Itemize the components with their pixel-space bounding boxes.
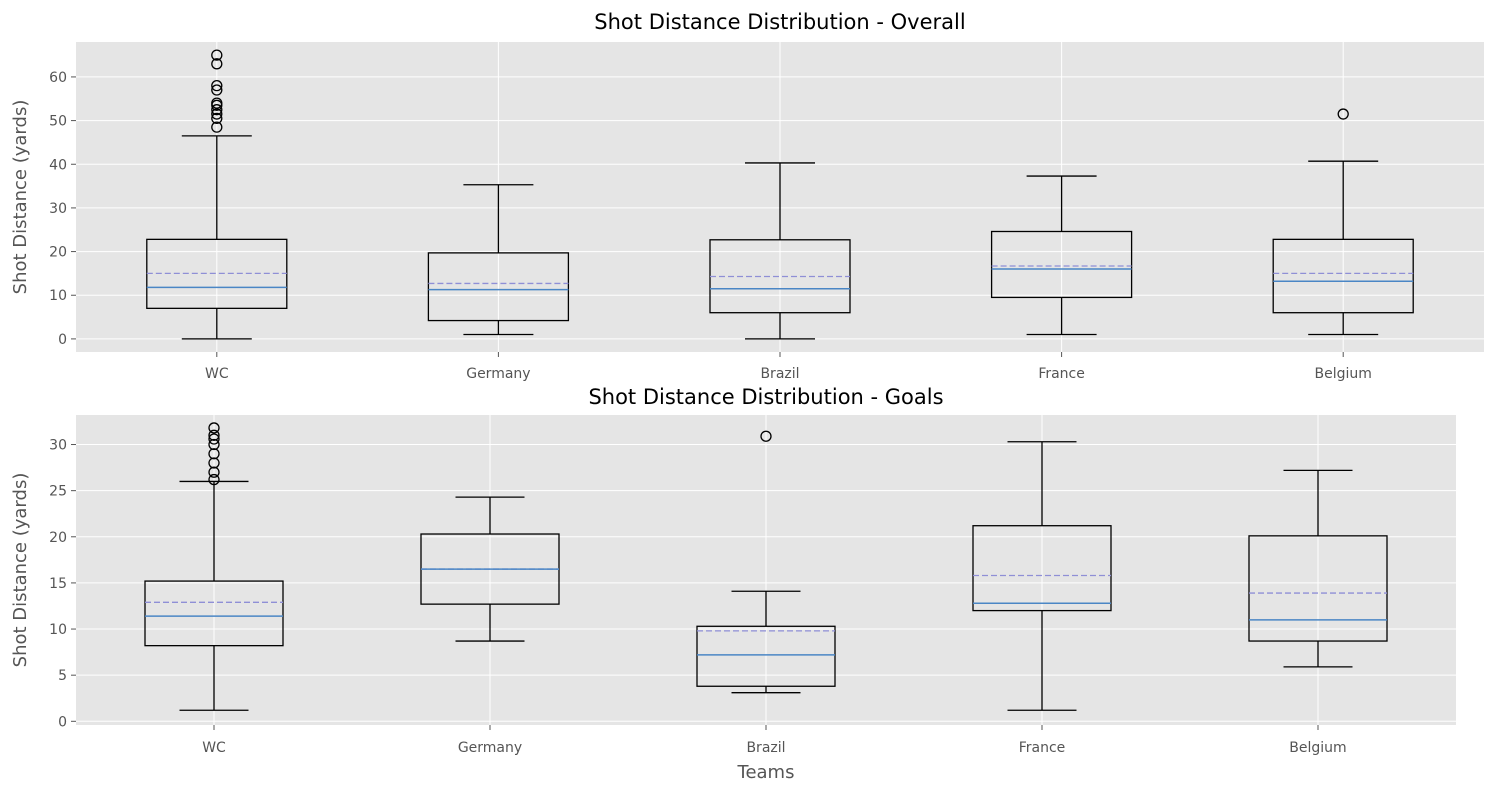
- box-germany: [420, 496, 560, 642]
- y-tick-label: 20: [49, 530, 67, 546]
- y-tick-label: 15: [49, 576, 67, 592]
- outlier-point: [211, 58, 223, 70]
- outlier-point: [208, 438, 220, 451]
- iqr-box: [1248, 535, 1388, 642]
- outlier-point: [208, 448, 220, 460]
- y-tick-label: 0: [58, 714, 67, 730]
- x-tick-label-wc: WC: [205, 366, 229, 382]
- y-tick-label: 5: [58, 668, 67, 684]
- x-tick-label-belgium: Belgium: [1314, 366, 1371, 382]
- x-tick-label-germany: Germany: [466, 366, 530, 382]
- outlier-point: [208, 433, 220, 445]
- outlier-point: [208, 473, 220, 486]
- x-tick-label-brazil: Brazil: [760, 366, 799, 382]
- outlier-point: [208, 457, 220, 469]
- y-tick-label: 40: [49, 157, 67, 173]
- outlier-point: [211, 49, 223, 61]
- iqr-box: [427, 252, 570, 322]
- iqr-box: [696, 625, 836, 687]
- box-wc: [144, 422, 284, 711]
- outlier-point: [211, 112, 223, 125]
- iqr-box: [1272, 238, 1414, 314]
- y-axis-label: Shot Distance (yards): [10, 473, 31, 668]
- chart-title: Shot Distance Distribution - Overall: [594, 10, 965, 34]
- box-france: [990, 175, 1133, 336]
- iqr-box: [972, 525, 1112, 612]
- iqr-box: [990, 230, 1133, 299]
- y-tick-label: 0: [58, 332, 67, 348]
- box-wc: [146, 49, 288, 340]
- overall-boxplot-panel: 0 10 20 30 40 50 60 WC Germany Brazil France Belgiu…: [10, 10, 1484, 382]
- outlier-point: [211, 108, 223, 120]
- x-tick-label-brazil: Brazil: [746, 740, 785, 756]
- box-brazil: [709, 162, 851, 340]
- y-tick-label: 30: [49, 201, 67, 217]
- outlier-point: [1337, 108, 1349, 120]
- outlier-point: [211, 121, 223, 133]
- box-belgium: [1272, 108, 1414, 336]
- box-france: [972, 441, 1112, 711]
- chart-title: Shot Distance Distribution - Goals: [588, 385, 943, 409]
- y-tick-label: 20: [49, 245, 67, 261]
- y-tick-label: 50: [49, 114, 67, 130]
- box-germany: [427, 184, 570, 336]
- x-tick-label-france: France: [1038, 366, 1085, 382]
- iqr-box: [144, 580, 284, 647]
- x-tick-label-france: France: [1019, 740, 1066, 756]
- y-tick-label: 25: [49, 484, 67, 500]
- x-tick-label-germany: Germany: [458, 740, 522, 756]
- box-brazil: [696, 430, 836, 694]
- outlier-point: [211, 104, 223, 116]
- outlier-point: [211, 97, 223, 109]
- y-tick-label: 10: [49, 288, 67, 304]
- y-tick-label: 60: [49, 70, 67, 86]
- box-belgium: [1248, 469, 1388, 668]
- y-tick-label: 30: [49, 438, 67, 454]
- x-axis-label: Teams: [737, 762, 795, 783]
- outlier-point: [760, 430, 772, 442]
- goals-boxplot-panel: 0 5 10 15 20 25 30 WC Germany Brazil France Belgium…: [10, 385, 1456, 783]
- x-tick-label-belgium: Belgium: [1289, 740, 1346, 756]
- outlier-point: [208, 429, 220, 441]
- outlier-point: [211, 80, 223, 92]
- outlier-point: [208, 466, 220, 478]
- outlier-point: [211, 84, 223, 96]
- y-axis-label: Shot Distance (yards): [10, 100, 31, 295]
- outlier-point: [208, 422, 220, 434]
- x-tick-label-wc: WC: [202, 740, 226, 756]
- y-tick-label: 10: [49, 622, 67, 638]
